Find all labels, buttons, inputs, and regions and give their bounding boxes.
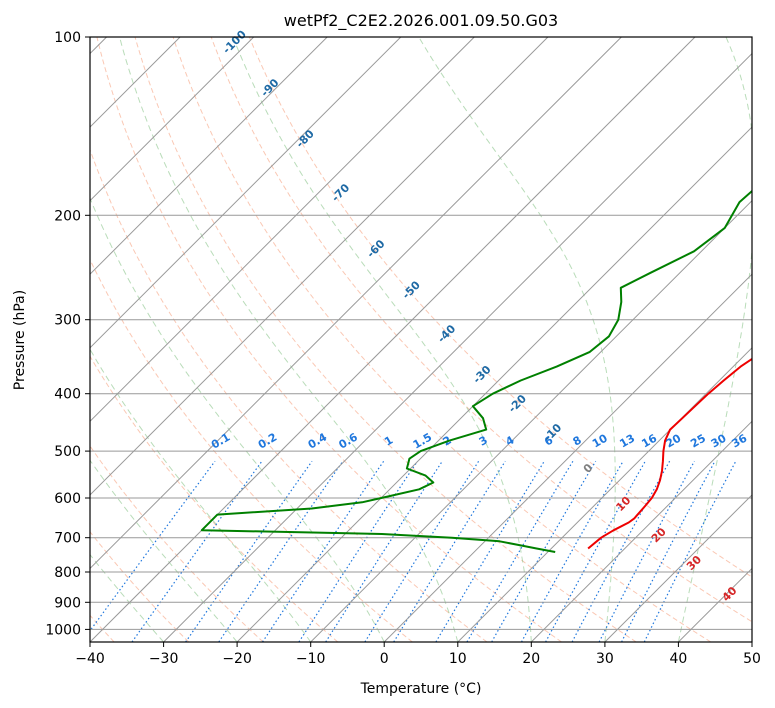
y-tick-label: 600 [54,491,81,507]
y-tick-label: 900 [54,595,81,611]
dry-adiabat-line [90,530,190,642]
dry-adiabat-line [90,148,488,642]
mixing-ratio-line [298,460,418,642]
dry-adiabat-line [90,258,413,642]
sounding-traces [200,189,752,553]
x-tick-label: −20 [222,651,252,667]
isotherm-line [90,37,696,642]
mixing-ratio-line [435,460,545,642]
dry-adiabat-line [90,355,339,642]
isotherm-line [90,37,328,275]
y-tick-label: 300 [54,313,81,329]
isotherm-line [530,420,752,642]
mixing-ratio-line [466,460,574,642]
axis-ticks: −40 −30 −20 −10 0 10 20 30 40 50 100 200 300 400 500 60… [45,30,761,667]
mixing-ratio-line [621,460,716,642]
moist-adiabat-line [677,37,752,642]
isotherm-line [604,494,752,642]
plot-frame [89,36,753,643]
mixing-ratio-line [520,460,624,642]
x-tick-label: 30 [596,651,614,667]
chart-title: wetPf2_C2E2.2026.001.09.50.G03 [284,11,558,31]
x-tick-label: 40 [669,651,687,667]
x-tick-label: −40 [75,651,105,667]
mixing-ratio-line [262,460,385,642]
moist-adiabat-line [418,37,616,642]
dry-adiabat-line [248,37,752,578]
isotherm-line [457,347,752,642]
isotherm-line [90,37,475,423]
temperature-trace [587,357,752,550]
x-tick-label: 10 [449,651,467,667]
moist-adiabat-line [90,196,385,642]
isotherm-line [90,37,402,349]
dry-adiabat-line [210,37,752,623]
moist-adiabat-line [90,459,238,642]
y-tick-label: 100 [54,30,81,46]
moist-adiabat-line [232,37,532,642]
x-tick-label: −10 [296,651,326,667]
isotherm-line [90,37,622,570]
isotherm-line [90,37,549,496]
isotherm-line [310,199,752,642]
x-tick-label: −30 [149,651,179,667]
mixing-ratio-line [90,460,216,632]
mixing-ratio-line [185,460,313,642]
x-tick-label: 50 [743,651,761,667]
isotherm-line [163,52,752,642]
y-tick-label: 500 [54,444,81,460]
y-tick-label: 1000 [45,622,81,638]
isotherm-line [90,37,255,202]
dewpoint-trace [200,189,752,553]
mixing-ratio-line [393,460,506,642]
isotherm-line [236,126,752,642]
y-tick-label: 200 [54,208,81,224]
y-tick-label: 400 [54,387,81,403]
dry-adiabat-line [172,37,712,642]
y-tick-label: 700 [54,531,81,547]
dry-adiabat-line [96,37,562,642]
moist-adiabat-line [119,37,459,642]
x-axis-label: Temperature (°C) [360,681,482,697]
y-axis-label: Pressure (hPa) [12,290,28,390]
x-tick-label: 0 [380,651,389,667]
mixing-ratio-line [643,460,737,642]
y-tick-label: 800 [54,565,81,581]
mixing-ratio-line [218,460,344,642]
x-tick-label: 20 [522,651,540,667]
